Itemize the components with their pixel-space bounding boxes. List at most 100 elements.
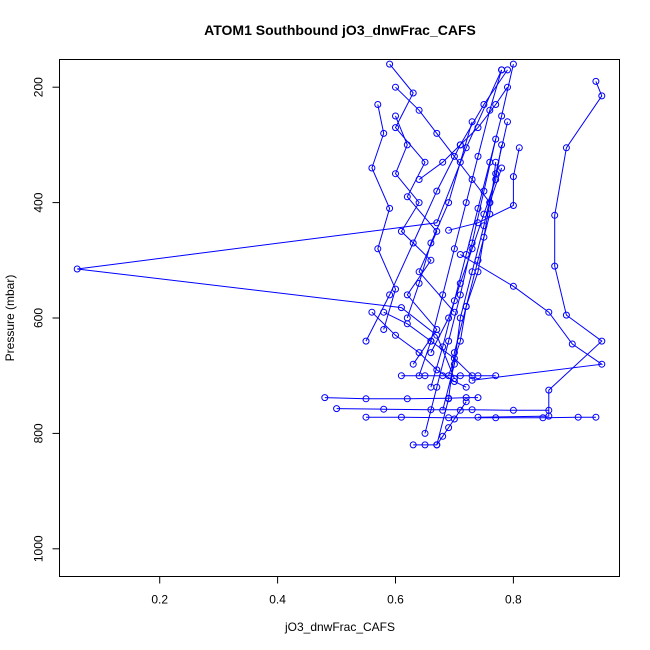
- data-point: [415, 279, 423, 287]
- data-point: [409, 239, 417, 247]
- data-point: [415, 106, 423, 114]
- series-line: [460, 254, 604, 381]
- series-3: [456, 251, 606, 384]
- data-point: [492, 176, 500, 183]
- data-point: [474, 256, 482, 264]
- y-tick-label: 200: [32, 77, 46, 97]
- series-line: [418, 69, 503, 376]
- data-point: [450, 297, 458, 305]
- data-point: [433, 129, 441, 137]
- series-9: [368, 101, 399, 333]
- data-point: [421, 158, 429, 166]
- data-point: [427, 349, 435, 357]
- data-point: [474, 413, 482, 421]
- series-20: [362, 66, 511, 345]
- data-point: [368, 164, 376, 172]
- data-point: [421, 372, 429, 380]
- data-point: [427, 256, 435, 264]
- data-point: [427, 406, 435, 414]
- data-point: [392, 83, 399, 91]
- data-point: [592, 413, 600, 421]
- series-11: [427, 60, 517, 391]
- data-point: [498, 141, 506, 149]
- data-point: [445, 337, 453, 345]
- data-point: [368, 308, 376, 316]
- series-line: [395, 86, 491, 203]
- series-line: [448, 147, 520, 231]
- series-line: [389, 63, 455, 313]
- data-point: [509, 202, 517, 209]
- data-point: [445, 314, 453, 322]
- data-point: [568, 340, 576, 348]
- series-4: [321, 394, 482, 403]
- data-point: [392, 170, 399, 178]
- series-line: [477, 81, 603, 418]
- series-6: [362, 413, 600, 422]
- data-point: [450, 245, 458, 253]
- data-point: [480, 233, 488, 241]
- data-point: [504, 118, 511, 126]
- series-24: [445, 164, 506, 380]
- data-point: [456, 372, 464, 380]
- data-point: [450, 378, 458, 385]
- series-line: [324, 397, 478, 400]
- data-point: [480, 210, 488, 218]
- data-point: [592, 77, 600, 85]
- data-point: [468, 245, 476, 253]
- series-line: [365, 69, 508, 342]
- data-point: [409, 89, 417, 97]
- data-point: [474, 268, 482, 276]
- data-point: [380, 129, 388, 137]
- series-line: [448, 167, 503, 376]
- series-line: [77, 69, 503, 379]
- data-point: [445, 226, 453, 234]
- data-point: [474, 152, 482, 160]
- data-point: [504, 83, 511, 91]
- y-tick-label: 600: [32, 308, 46, 328]
- data-point: [456, 141, 464, 149]
- data-point: [374, 245, 382, 253]
- data-point: [456, 279, 464, 287]
- series-5: [333, 405, 553, 414]
- data-point: [551, 211, 559, 219]
- data-point: [415, 199, 423, 207]
- data-point: [409, 360, 417, 368]
- x-tick-label: 0.6: [387, 593, 404, 607]
- data-point: [362, 337, 370, 345]
- data-point: [397, 227, 405, 235]
- data-point: [551, 262, 559, 270]
- data-point: [562, 311, 570, 319]
- data-point: [439, 158, 447, 166]
- x-axis-label: jO3_dnwFrac_CAFS: [284, 620, 395, 634]
- data-point: [321, 394, 329, 402]
- data-point: [403, 193, 411, 201]
- data-point: [456, 291, 464, 299]
- data-point: [456, 337, 464, 345]
- y-tick-label: 800: [32, 423, 46, 443]
- data-point: [386, 291, 394, 299]
- data-point: [492, 101, 500, 108]
- x-tick-label: 0.2: [151, 593, 168, 607]
- data-point: [392, 331, 399, 339]
- series-line: [413, 401, 467, 446]
- data-point: [397, 413, 405, 421]
- data-point: [598, 360, 606, 368]
- data-point: [439, 432, 447, 440]
- series-line: [430, 144, 503, 353]
- series-17: [409, 398, 470, 449]
- data-point: [462, 398, 470, 406]
- data-point: [392, 124, 399, 132]
- data-point: [492, 414, 500, 422]
- data-point: [468, 176, 476, 183]
- series-15: [403, 118, 476, 322]
- data-point: [433, 383, 441, 391]
- series-line: [371, 104, 397, 330]
- data-point: [504, 66, 511, 74]
- data-point: [509, 406, 517, 414]
- data-point: [545, 386, 553, 394]
- series-layer: [73, 60, 606, 449]
- series-line: [383, 311, 473, 377]
- data-point: [392, 112, 399, 120]
- data-point: [498, 112, 506, 120]
- data-point: [598, 92, 606, 100]
